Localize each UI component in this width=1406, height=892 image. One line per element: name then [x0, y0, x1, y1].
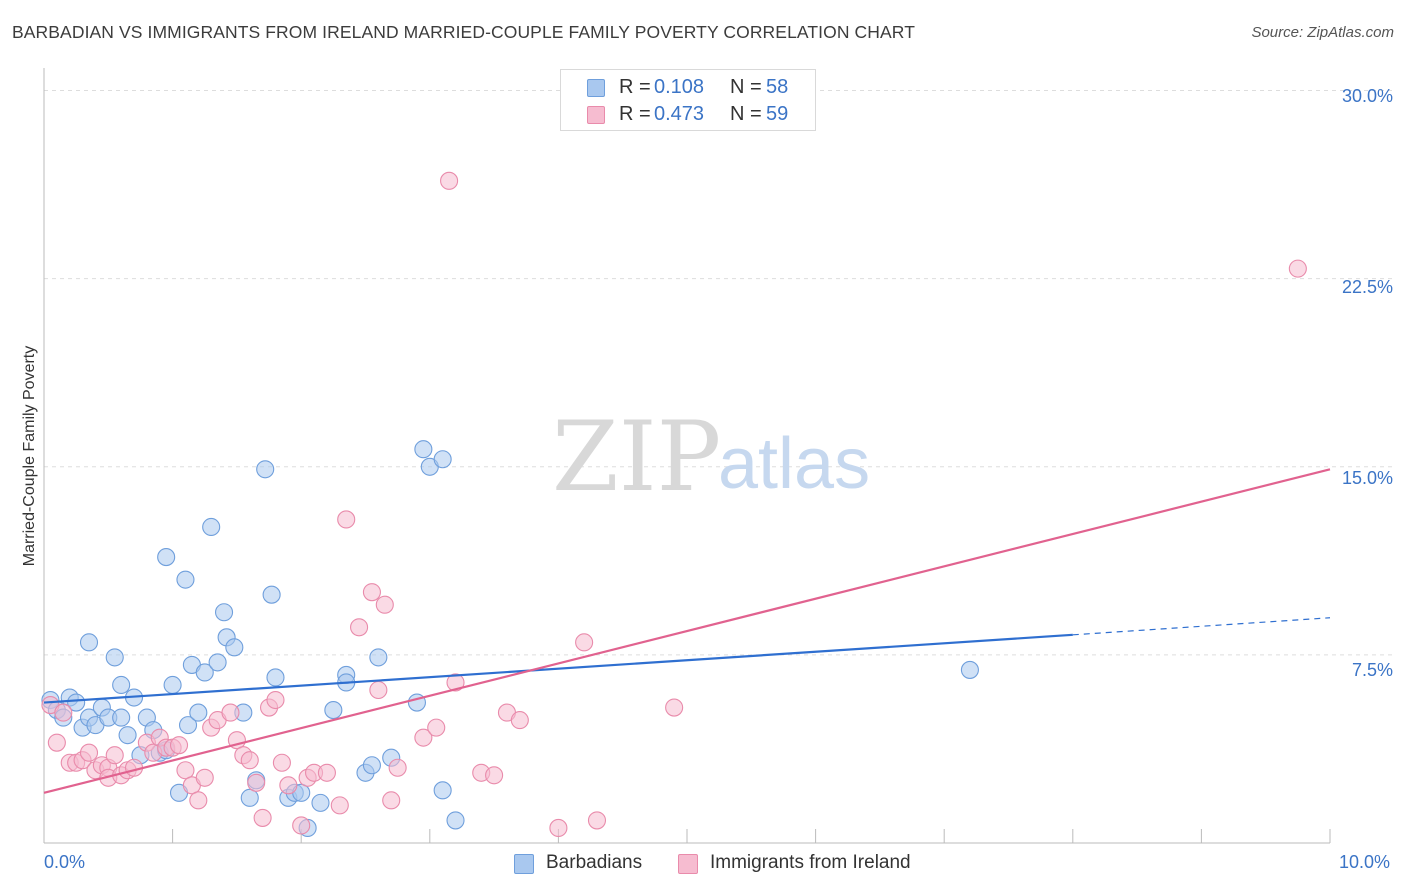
ireland-points	[41, 171, 1307, 838]
ireland-point	[105, 746, 124, 765]
watermark-atlas: atlas	[718, 424, 870, 504]
barbadians-point	[163, 675, 182, 695]
ireland-point	[510, 711, 529, 730]
barbadians-point	[433, 781, 452, 800]
barbadians-point	[266, 668, 285, 687]
ireland-point	[350, 618, 369, 637]
ireland-point	[337, 510, 356, 529]
trend-lines	[43, 468, 1331, 794]
barbadians-point	[446, 811, 465, 830]
n-value-barbadians: 58	[766, 76, 789, 98]
ireland-point	[446, 673, 465, 692]
ireland-point	[388, 758, 407, 777]
ireland-point	[440, 171, 459, 190]
r-label: R =	[619, 103, 651, 125]
ireland-point	[221, 703, 240, 722]
ireland-point	[665, 698, 684, 717]
ireland-point	[382, 791, 401, 810]
ireland-point	[79, 743, 99, 762]
ireland-trend-line	[43, 468, 1331, 794]
ireland-point	[485, 766, 504, 785]
ireland-legend-swatch	[678, 854, 698, 874]
ireland-point	[169, 736, 189, 755]
barbadians-legend-label: Barbadians	[546, 852, 643, 873]
barbadians-point	[118, 726, 137, 745]
ireland-point	[330, 796, 349, 815]
barbadians-point	[369, 648, 388, 667]
barbadians-point	[176, 570, 195, 589]
ireland-point	[427, 718, 446, 737]
ireland-point	[247, 773, 266, 792]
barbadians-point	[960, 660, 979, 679]
r-value-ireland: 0.473	[654, 103, 705, 125]
grid-lines	[44, 90, 1394, 656]
barbadians-point	[202, 517, 221, 537]
barbadians-point	[112, 708, 131, 727]
n-label: N =	[730, 103, 762, 125]
ireland-point	[317, 763, 336, 782]
barbadians-point	[414, 440, 433, 459]
barbadians-legend-swatch	[514, 854, 534, 874]
y-tick-label-7-5: 7.5%	[1351, 660, 1393, 680]
ireland-point	[47, 733, 66, 752]
barbadians-point	[214, 603, 234, 622]
barbadians-point	[157, 548, 176, 567]
chart-title: BARBADIAN VS IMMIGRANTS FROM IRELAND MAR…	[12, 22, 915, 42]
barbadians-point	[178, 716, 198, 735]
ireland-point	[414, 728, 433, 747]
ireland-point	[1288, 259, 1307, 278]
barbadians-trend-line	[43, 633, 1073, 704]
barbadians-point	[112, 675, 131, 695]
n-label: N =	[730, 76, 762, 98]
barbadians-point	[67, 693, 86, 712]
barbadians-point	[225, 638, 244, 657]
barbadians-point	[324, 701, 343, 720]
ireland-point	[369, 680, 388, 700]
barbadians-swatch	[587, 79, 605, 97]
r-label: R =	[619, 76, 651, 98]
barbadians-point	[433, 450, 452, 469]
ireland-point	[54, 703, 73, 722]
barbadians-point	[240, 788, 259, 807]
ireland-point	[292, 816, 311, 835]
ireland-point	[362, 583, 381, 602]
ireland-point	[266, 690, 285, 710]
barbadians-point	[195, 663, 214, 682]
ireland-point	[575, 633, 594, 652]
ireland-point	[253, 808, 272, 827]
watermark-zip: ZIP	[552, 401, 721, 513]
ireland-point	[189, 791, 208, 810]
barbadians-point	[256, 460, 275, 479]
correlation-legend: R = 0.108 N = 58 R = 0.473 N = 59	[560, 69, 816, 131]
source-label: Source: ZipAtlas.com	[1251, 24, 1394, 41]
ireland-point	[272, 753, 291, 772]
y-tick-label-15: 15.0%	[1341, 468, 1393, 488]
barbadians-point	[79, 633, 99, 652]
ireland-point	[549, 818, 568, 838]
ireland-point	[587, 811, 607, 830]
x-tick-label-min: 0.0%	[44, 852, 86, 872]
y-tick-label-22-5: 22.5%	[1341, 277, 1393, 297]
x-tick-label-max: 10.0%	[1339, 852, 1391, 872]
ireland-point	[279, 776, 298, 795]
barbadians-point	[105, 648, 124, 667]
watermark: ZIP atlas	[552, 401, 870, 513]
ireland-swatch	[587, 106, 605, 124]
barbadians-trend-extension	[1072, 617, 1331, 636]
ireland-point	[195, 768, 214, 787]
barbadians-point	[311, 793, 330, 812]
r-value-barbadians: 0.108	[654, 76, 705, 98]
ireland-legend-label: Immigrants from Ireland	[710, 852, 911, 873]
ireland-point	[375, 595, 394, 614]
n-value-ireland: 59	[766, 103, 789, 125]
ireland-point	[240, 751, 259, 770]
barbadians-point	[362, 756, 381, 775]
y-tick-label-30: 30.0%	[1341, 86, 1393, 106]
barbadians-point	[262, 585, 281, 604]
barbadians-point	[208, 653, 227, 672]
barbadians-point	[189, 703, 208, 722]
ireland-point	[176, 761, 195, 780]
